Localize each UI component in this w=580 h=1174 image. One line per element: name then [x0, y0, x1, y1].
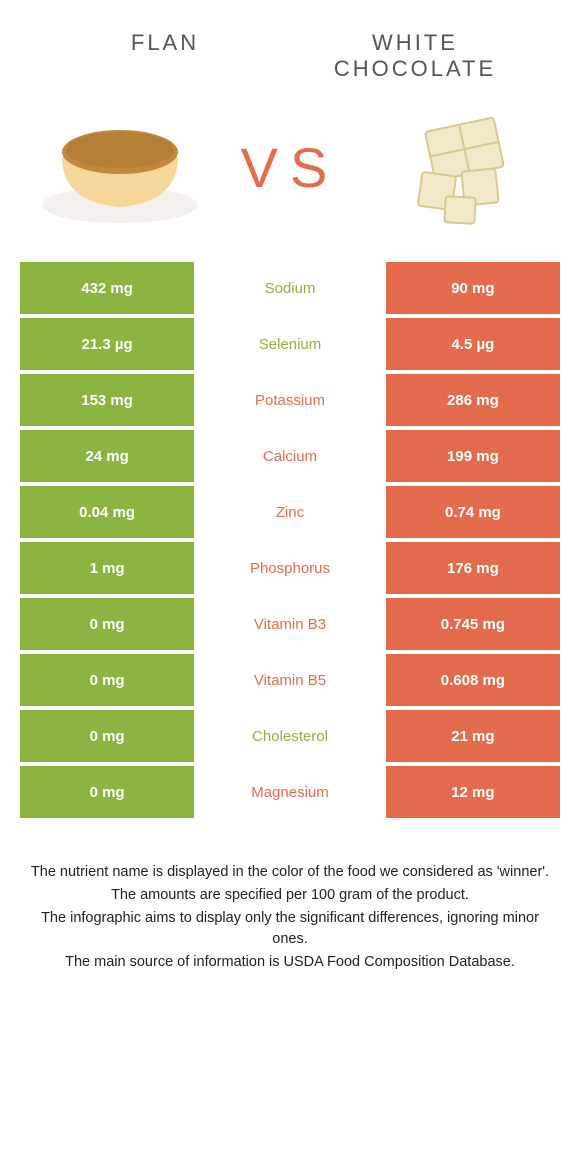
white-chocolate-illustration — [380, 102, 540, 232]
footer-notes: The nutrient name is displayed in the co… — [0, 822, 580, 973]
cell-nutrient-label: Calcium — [194, 430, 386, 482]
table-row: 0.04 mgZinc0.74 mg — [20, 486, 560, 538]
header: FLAN WHITE CHOCOLATE — [0, 0, 580, 92]
footer-line: The nutrient name is displayed in the co… — [30, 862, 550, 883]
cell-left-value: 153 mg — [20, 374, 194, 426]
header-right: WHITE CHOCOLATE — [290, 30, 540, 82]
cell-right-value: 0.745 mg — [386, 598, 560, 650]
cell-right-value: 176 mg — [386, 542, 560, 594]
vs-label: VS — [241, 135, 340, 200]
cell-nutrient-label: Sodium — [194, 262, 386, 314]
footer-line: The amounts are specified per 100 gram o… — [30, 885, 550, 906]
cell-left-value: 0 mg — [20, 710, 194, 762]
cell-left-value: 0 mg — [20, 766, 194, 818]
footer-line: The infographic aims to display only the… — [30, 908, 550, 950]
cell-right-value: 286 mg — [386, 374, 560, 426]
table-row: 21.3 µgSelenium4.5 µg — [20, 318, 560, 370]
cell-right-value: 0.608 mg — [386, 654, 560, 706]
cell-left-value: 1 mg — [20, 542, 194, 594]
cell-right-value: 12 mg — [386, 766, 560, 818]
cell-left-value: 24 mg — [20, 430, 194, 482]
cell-left-value: 21.3 µg — [20, 318, 194, 370]
cell-right-value: 0.74 mg — [386, 486, 560, 538]
table-row: 153 mgPotassium286 mg — [20, 374, 560, 426]
nutrient-table: 432 mgSodium90 mg21.3 µgSelenium4.5 µg15… — [0, 262, 580, 818]
cell-nutrient-label: Phosphorus — [194, 542, 386, 594]
table-row: 0 mgMagnesium12 mg — [20, 766, 560, 818]
footer-line: The main source of information is USDA F… — [30, 952, 550, 973]
title-chocolate: CHOCOLATE — [290, 56, 540, 82]
images-row: VS — [0, 92, 580, 262]
cell-nutrient-label: Zinc — [194, 486, 386, 538]
cell-left-value: 0 mg — [20, 654, 194, 706]
cell-nutrient-label: Potassium — [194, 374, 386, 426]
cell-right-value: 21 mg — [386, 710, 560, 762]
flan-illustration — [40, 102, 200, 232]
cell-nutrient-label: Cholesterol — [194, 710, 386, 762]
header-left: FLAN — [40, 30, 290, 82]
cell-nutrient-label: Magnesium — [194, 766, 386, 818]
cell-nutrient-label: Selenium — [194, 318, 386, 370]
cell-nutrient-label: Vitamin B5 — [194, 654, 386, 706]
title-white: WHITE — [290, 30, 540, 56]
cell-right-value: 90 mg — [386, 262, 560, 314]
cell-left-value: 0.04 mg — [20, 486, 194, 538]
cell-right-value: 4.5 µg — [386, 318, 560, 370]
title-flan: FLAN — [40, 30, 290, 56]
cell-left-value: 0 mg — [20, 598, 194, 650]
cell-left-value: 432 mg — [20, 262, 194, 314]
cell-nutrient-label: Vitamin B3 — [194, 598, 386, 650]
table-row: 0 mgCholesterol21 mg — [20, 710, 560, 762]
table-row: 0 mgVitamin B50.608 mg — [20, 654, 560, 706]
cell-right-value: 199 mg — [386, 430, 560, 482]
table-row: 24 mgCalcium199 mg — [20, 430, 560, 482]
table-row: 432 mgSodium90 mg — [20, 262, 560, 314]
table-row: 0 mgVitamin B30.745 mg — [20, 598, 560, 650]
table-row: 1 mgPhosphorus176 mg — [20, 542, 560, 594]
